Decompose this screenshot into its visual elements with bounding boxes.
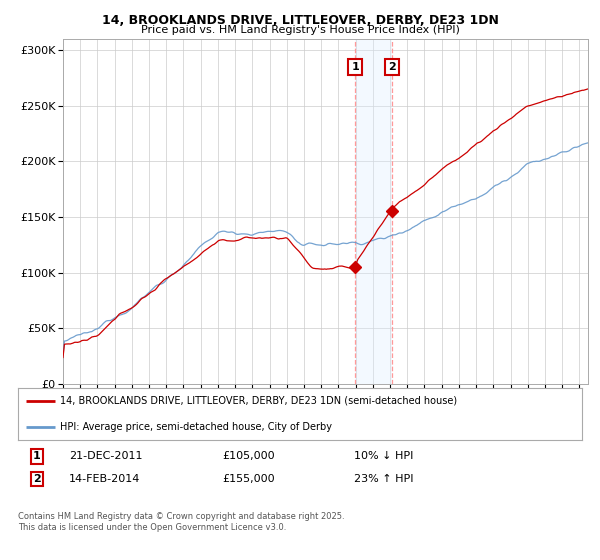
Text: Price paid vs. HM Land Registry's House Price Index (HPI): Price paid vs. HM Land Registry's House … bbox=[140, 25, 460, 35]
Text: 2: 2 bbox=[33, 474, 41, 484]
Text: 14, BROOKLANDS DRIVE, LITTLEOVER, DERBY, DE23 1DN: 14, BROOKLANDS DRIVE, LITTLEOVER, DERBY,… bbox=[101, 14, 499, 27]
Text: 23% ↑ HPI: 23% ↑ HPI bbox=[354, 474, 413, 484]
Text: £105,000: £105,000 bbox=[222, 451, 275, 461]
Text: £155,000: £155,000 bbox=[222, 474, 275, 484]
Text: 1: 1 bbox=[351, 62, 359, 72]
Text: 14-FEB-2014: 14-FEB-2014 bbox=[69, 474, 140, 484]
Text: HPI: Average price, semi-detached house, City of Derby: HPI: Average price, semi-detached house,… bbox=[60, 422, 332, 432]
Bar bbox=[355, 39, 392, 384]
Text: 1: 1 bbox=[33, 451, 41, 461]
Text: 10% ↓ HPI: 10% ↓ HPI bbox=[354, 451, 413, 461]
Text: 21-DEC-2011: 21-DEC-2011 bbox=[69, 451, 143, 461]
Text: 2: 2 bbox=[388, 62, 396, 72]
Text: Contains HM Land Registry data © Crown copyright and database right 2025.
This d: Contains HM Land Registry data © Crown c… bbox=[18, 512, 344, 532]
Text: 14, BROOKLANDS DRIVE, LITTLEOVER, DERBY, DE23 1DN (semi-detached house): 14, BROOKLANDS DRIVE, LITTLEOVER, DERBY,… bbox=[60, 396, 457, 406]
